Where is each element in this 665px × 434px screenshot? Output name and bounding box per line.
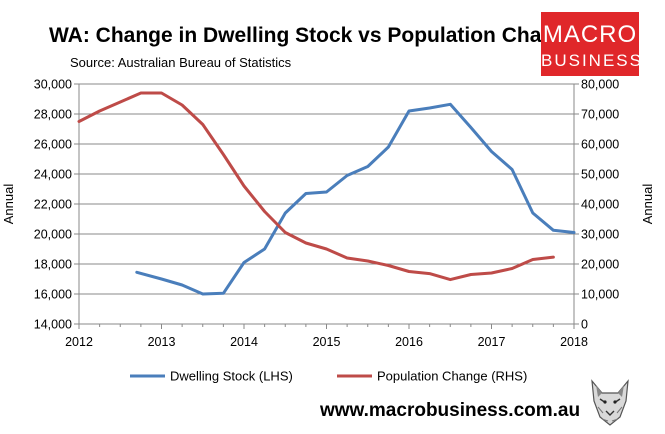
y-left-tick-label: 26,000 xyxy=(34,138,72,152)
y-right-tick-label: 20,000 xyxy=(581,258,619,272)
y-left-tick-label: 20,000 xyxy=(34,228,72,242)
legend-label: Population Change (RHS) xyxy=(377,369,527,384)
x-tick-label: 2013 xyxy=(148,335,176,349)
y-left-axis-ticks: 14,000 16,000 18,000 20,000 22,000 24,000 26,0… xyxy=(34,78,79,332)
y-left-tick-label: 24,000 xyxy=(34,168,72,182)
y-right-tick-label: 80,000 xyxy=(581,78,619,92)
legend-label: Dwelling Stock (LHS) xyxy=(170,369,293,384)
y-right-tick-label: 0 xyxy=(581,318,588,332)
x-tick-label: 2018 xyxy=(560,335,588,349)
macrobusiness-logo: MACRO BUSINESS xyxy=(541,12,643,76)
y-left-tick-label: 16,000 xyxy=(34,288,72,302)
y-right-axis-ticks: 0 10,000 20,000 30,000 40,000 50,000 60,000 70,… xyxy=(574,78,619,332)
legend: Dwelling Stock (LHS) Population Change (R… xyxy=(130,369,527,384)
y-left-axis-title: Annual xyxy=(1,184,16,225)
website-url: www.macrobusiness.com.au xyxy=(320,400,581,421)
y-right-tick-label: 30,000 xyxy=(581,228,619,242)
y-right-tick-label: 50,000 xyxy=(581,168,619,182)
logo-line-2: BUSINESS xyxy=(541,51,643,70)
x-tick-label: 2015 xyxy=(313,335,341,349)
x-axis-ticks: 2012 2013 2014 2015 2016 2017 2018 xyxy=(65,324,588,349)
y-left-tick-label: 18,000 xyxy=(34,258,72,272)
series-lines xyxy=(77,91,576,296)
series-line-population-change xyxy=(77,91,555,282)
y-right-axis-title: Annual xyxy=(640,184,655,225)
x-tick-label: 2012 xyxy=(65,335,93,349)
y-left-tick-label: 30,000 xyxy=(34,78,72,92)
y-right-tick-label: 70,000 xyxy=(581,108,619,122)
wolf-logo-icon xyxy=(591,379,629,426)
y-right-tick-label: 60,000 xyxy=(581,138,619,152)
y-left-tick-label: 28,000 xyxy=(34,108,72,122)
x-tick-label: 2016 xyxy=(395,335,423,349)
chart-source: Source: Australian Bureau of Statistics xyxy=(70,55,292,70)
x-tick-label: 2014 xyxy=(230,335,258,349)
y-right-tick-label: 40,000 xyxy=(581,198,619,212)
series-line-dwelling-stock xyxy=(135,102,576,296)
y-left-tick-label: 22,000 xyxy=(34,198,72,212)
y-right-tick-label: 10,000 xyxy=(581,288,619,302)
logo-line-1: MACRO xyxy=(542,21,638,48)
gridlines xyxy=(79,113,574,295)
chart-title: WA: Change in Dwelling Stock vs Populati… xyxy=(49,24,579,47)
y-left-tick-label: 14,000 xyxy=(34,318,72,332)
x-tick-label: 2017 xyxy=(478,335,506,349)
